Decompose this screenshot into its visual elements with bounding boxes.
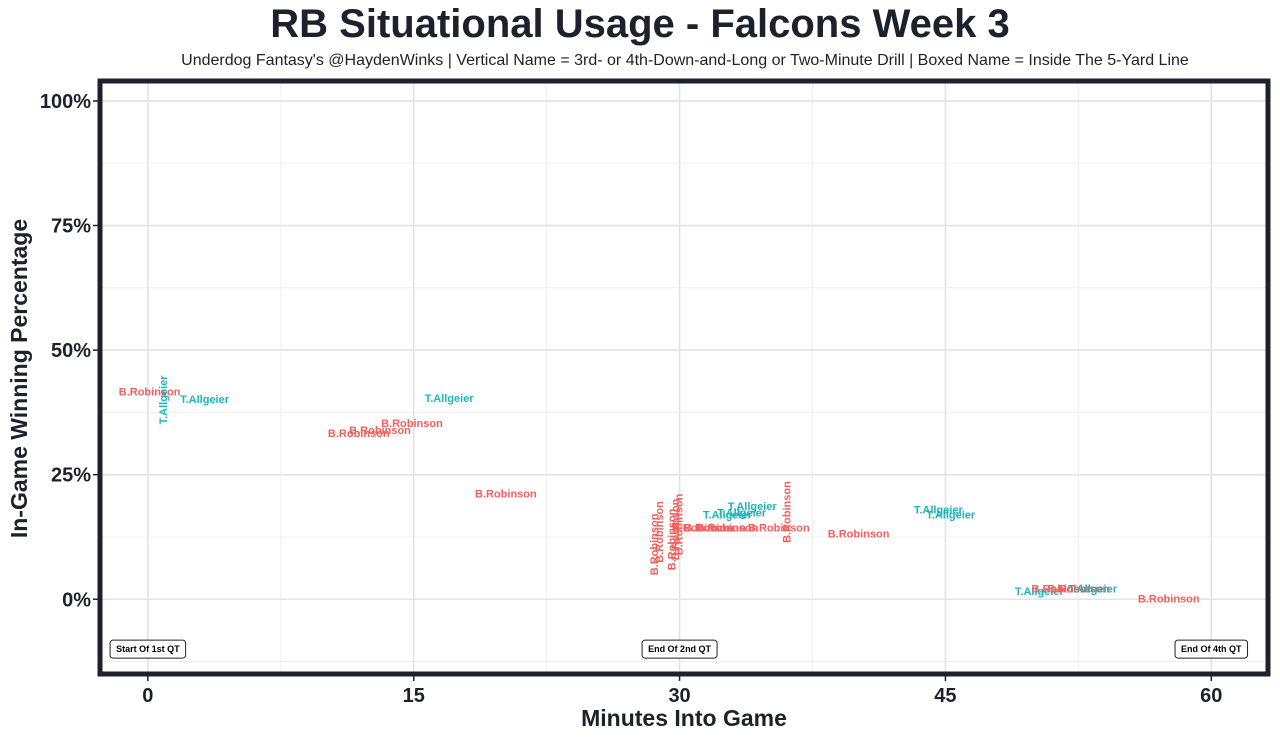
y-axis-title: In-Game Winning Percentage <box>6 219 32 538</box>
point-label: T.Allgeier <box>158 375 170 425</box>
quarter-marker-box <box>641 639 718 659</box>
x-tick-label: 0 <box>142 685 153 707</box>
x-tick-label: 30 <box>668 685 690 707</box>
point-label: B.Robinson <box>674 493 686 555</box>
point-label: B.Robinson <box>782 481 794 543</box>
point-label: B.Robinson <box>381 418 443 430</box>
grid-lines <box>100 81 1268 674</box>
y-tick-label: 0% <box>62 589 91 611</box>
point-label: B.Robinson <box>672 522 734 534</box>
point-label: B.Robinson <box>748 522 810 534</box>
point-label: B.Robinson <box>670 498 682 560</box>
point-label: B.Robinson <box>1047 583 1109 595</box>
chart-subtitle: Underdog Fantasy's @HaydenWinks | Vertic… <box>181 52 1189 69</box>
x-tick-label: 15 <box>403 685 425 707</box>
point-label: B.Robinson <box>1032 583 1094 595</box>
point-label: B.Robinson <box>697 522 759 534</box>
x-axis-title: Minutes Into Game <box>581 705 787 731</box>
y-tick-label: 100% <box>40 91 91 113</box>
y-tick-label: 75% <box>51 216 91 238</box>
y-axis-ticks: 0% 25% 50% 75% 100% <box>40 91 98 611</box>
point-label: B.Robinson <box>475 489 537 501</box>
quarter-marker-label: End Of 2nd QT <box>648 644 711 654</box>
point-label: B.Robinson <box>349 425 411 437</box>
point-label: T.Allgeier <box>425 393 475 405</box>
y-tick-label: 25% <box>51 465 91 487</box>
x-tick-label: 60 <box>1200 685 1222 707</box>
x-tick-label: 45 <box>934 685 956 707</box>
y-tick-label: 50% <box>51 340 91 362</box>
point-label: B.Robinson <box>1138 593 1200 605</box>
point-label: T.Allgeier <box>180 394 230 406</box>
quarter-marker: End Of 2nd QT <box>641 639 718 659</box>
quarter-markers: Start Of 1st QT End Of 2nd QT End Of 4th Q… <box>109 639 1249 659</box>
point-label: T.Allgeier <box>914 505 964 517</box>
x-axis-ticks: 0 15 30 45 60 <box>142 676 1222 707</box>
point-label: B.Robinson <box>684 522 746 534</box>
point-label: T.Allgeier <box>1015 586 1065 598</box>
point-label: B.Robinson <box>666 508 678 570</box>
point-label: T.Allgeier <box>703 510 753 522</box>
point-label: B.Robinson <box>654 501 666 563</box>
chart-title: RB Situational Usage - Falcons Week 3 <box>270 2 1010 46</box>
point-label: T.Allgeier <box>1068 583 1118 595</box>
quarter-marker-box <box>109 639 187 659</box>
quarter-marker: Start Of 1st QT <box>109 639 187 659</box>
quarter-marker-label: Start Of 1st QT <box>116 644 180 654</box>
point-label: T.Allgeier <box>728 501 778 513</box>
point-label: B.Robinson <box>119 386 181 398</box>
point-label: B.Robinson <box>328 428 390 440</box>
point-label: T.Allgeier <box>926 510 976 522</box>
quarter-marker-box <box>1174 639 1249 659</box>
quarter-marker: End Of 4th QT <box>1174 639 1249 659</box>
point-label: B.Robinson <box>649 513 661 575</box>
point-label: B.Robinson <box>828 528 890 540</box>
point-label: T.Allgeier <box>717 508 767 520</box>
plot-frame <box>97 78 1271 677</box>
quarter-marker-label: End Of 4th QT <box>1181 644 1242 654</box>
